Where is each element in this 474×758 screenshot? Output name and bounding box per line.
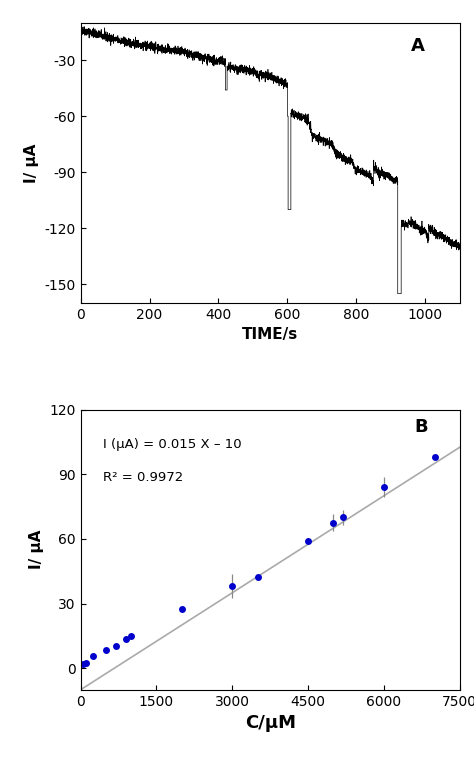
Text: A: A — [410, 36, 424, 55]
Y-axis label: I/ μA: I/ μA — [24, 143, 39, 183]
Text: I (μA) = 0.015 X – 10: I (μA) = 0.015 X – 10 — [103, 437, 242, 450]
Text: B: B — [414, 418, 428, 436]
Y-axis label: I/ μA: I/ μA — [29, 530, 44, 569]
X-axis label: TIME/s: TIME/s — [242, 327, 298, 343]
X-axis label: C/μM: C/μM — [245, 714, 296, 732]
Text: R² = 0.9972: R² = 0.9972 — [103, 471, 183, 484]
